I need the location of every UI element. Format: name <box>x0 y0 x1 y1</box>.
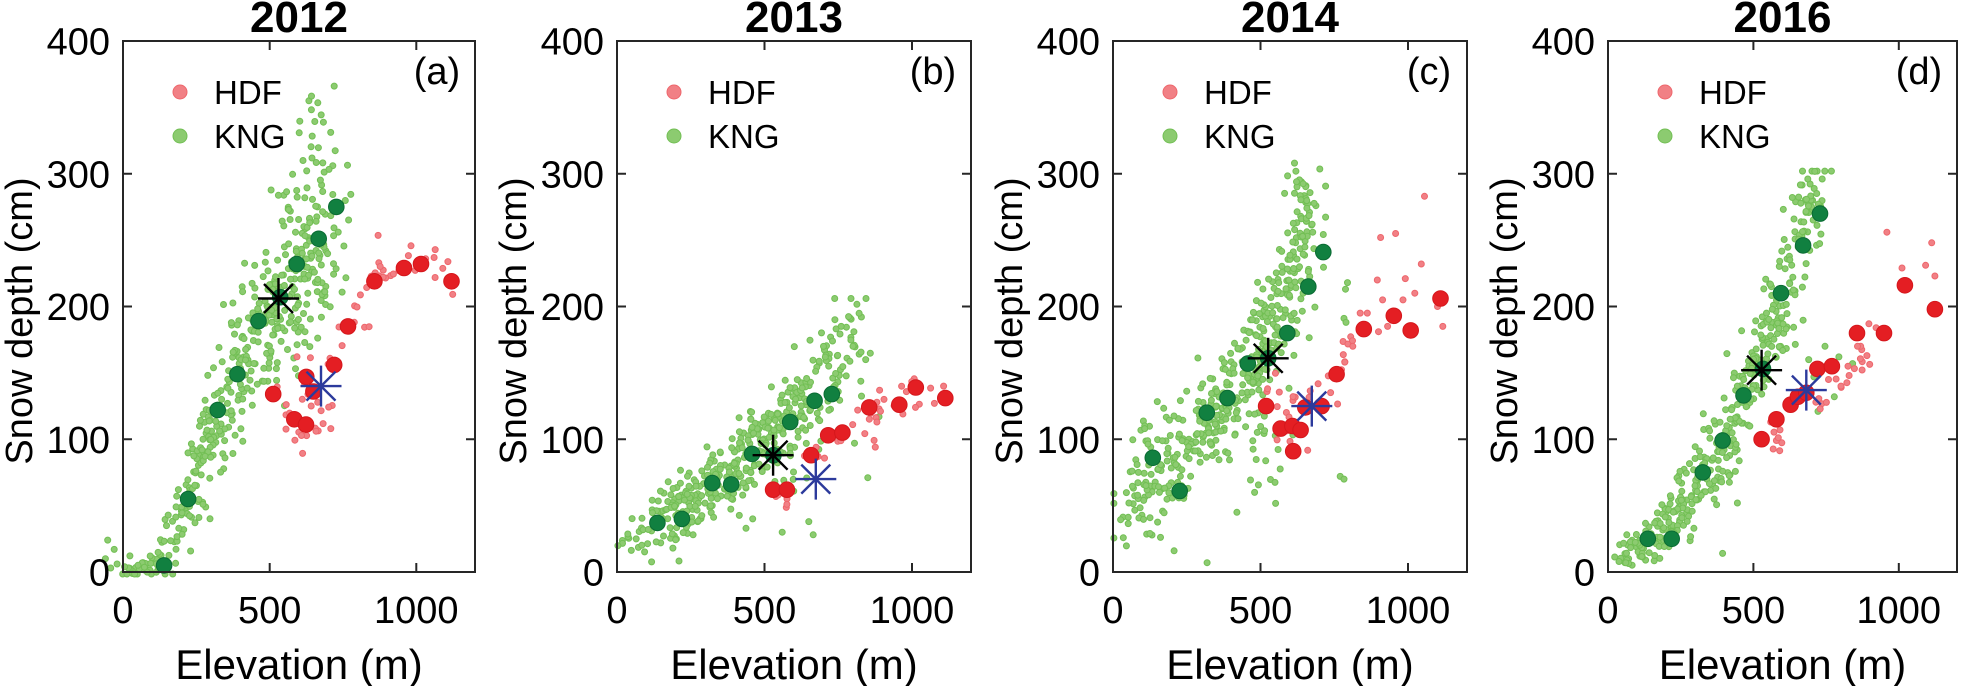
svg-text:Snow depth (cm): Snow depth (cm) <box>0 177 41 464</box>
svg-text:200: 200 <box>47 287 110 329</box>
svg-text:Snow depth (cm): Snow depth (cm) <box>989 177 1031 464</box>
svg-text:2014: 2014 <box>1241 0 1339 42</box>
svg-text:KNG: KNG <box>708 118 780 155</box>
svg-text:300: 300 <box>1532 154 1595 196</box>
svg-text:(a): (a) <box>414 51 460 93</box>
svg-text:100: 100 <box>1532 420 1595 462</box>
svg-text:0: 0 <box>583 553 604 595</box>
svg-text:HDF: HDF <box>1699 74 1767 111</box>
svg-text:500: 500 <box>1229 590 1292 632</box>
svg-text:200: 200 <box>541 287 604 329</box>
svg-text:400: 400 <box>47 22 110 64</box>
svg-text:HDF: HDF <box>708 74 776 111</box>
svg-text:2013: 2013 <box>745 0 843 42</box>
svg-text:300: 300 <box>541 154 604 196</box>
svg-text:Snow depth (cm): Snow depth (cm) <box>493 177 535 464</box>
svg-text:300: 300 <box>47 154 110 196</box>
svg-text:500: 500 <box>1722 590 1785 632</box>
svg-text:0: 0 <box>1597 590 1618 632</box>
svg-text:HDF: HDF <box>1204 74 1272 111</box>
svg-text:100: 100 <box>541 420 604 462</box>
svg-text:KNG: KNG <box>214 118 286 155</box>
svg-text:300: 300 <box>1037 154 1100 196</box>
svg-text:(d): (d) <box>1896 51 1942 93</box>
svg-text:Elevation (m): Elevation (m) <box>175 641 422 686</box>
svg-text:0: 0 <box>112 590 133 632</box>
svg-text:1000: 1000 <box>870 590 955 632</box>
svg-text:400: 400 <box>1037 22 1100 64</box>
svg-text:500: 500 <box>733 590 796 632</box>
svg-text:1000: 1000 <box>1857 590 1942 632</box>
svg-text:KNG: KNG <box>1699 118 1771 155</box>
svg-text:100: 100 <box>1037 420 1100 462</box>
svg-text:200: 200 <box>1037 287 1100 329</box>
svg-text:2012: 2012 <box>250 0 348 42</box>
svg-text:100: 100 <box>47 420 110 462</box>
svg-text:400: 400 <box>1532 22 1595 64</box>
svg-text:400: 400 <box>541 22 604 64</box>
svg-text:200: 200 <box>1532 287 1595 329</box>
svg-text:0: 0 <box>1079 553 1100 595</box>
svg-text:0: 0 <box>606 590 627 632</box>
svg-text:1000: 1000 <box>374 590 459 632</box>
svg-text:HDF: HDF <box>214 74 282 111</box>
svg-text:0: 0 <box>1574 553 1595 595</box>
svg-text:1000: 1000 <box>1366 590 1451 632</box>
svg-text:0: 0 <box>1102 590 1123 632</box>
svg-text:Elevation (m): Elevation (m) <box>1166 641 1413 686</box>
svg-text:(b): (b) <box>910 51 956 93</box>
svg-text:KNG: KNG <box>1204 118 1276 155</box>
svg-text:Elevation (m): Elevation (m) <box>670 641 917 686</box>
svg-text:Snow depth (cm): Snow depth (cm) <box>1484 177 1526 464</box>
svg-text:500: 500 <box>238 590 301 632</box>
svg-text:(c): (c) <box>1407 51 1451 93</box>
svg-text:0: 0 <box>89 553 110 595</box>
svg-text:2016: 2016 <box>1734 0 1832 42</box>
svg-text:Elevation (m): Elevation (m) <box>1659 641 1906 686</box>
